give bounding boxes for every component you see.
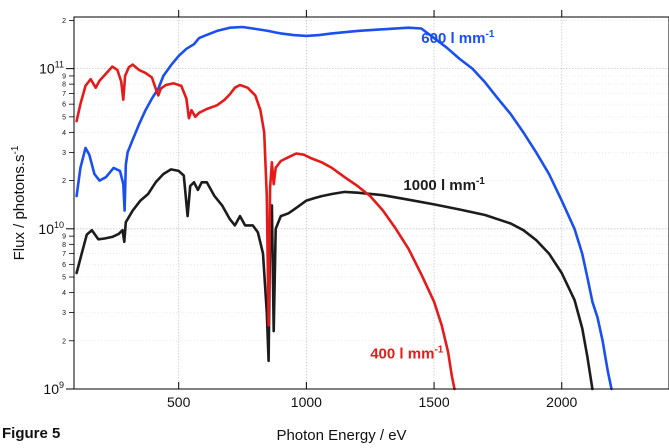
y-minor-tick-label: 2 — [62, 338, 66, 345]
y-minor-tick-label: 9 — [62, 234, 66, 241]
y-tick-exponent: 10 — [54, 220, 64, 230]
y-axis-title: Flux / photons.s-1 — [10, 145, 28, 260]
y-major-tick-label: 1011 — [39, 60, 64, 77]
series-label-superscript: -1 — [434, 345, 443, 356]
y-minor-tick-label: 7 — [62, 91, 66, 98]
series-label-2: 400 l mm-1 — [370, 345, 444, 363]
x-axis-title: Photon Energy / eV — [276, 427, 406, 443]
series-group — [75, 25, 613, 391]
x-tick-label: 1000 — [291, 394, 322, 410]
y-minor-tick-label: 7 — [62, 251, 66, 258]
y-minor-tick-label: 3 — [62, 310, 66, 317]
y-major-tick-label: 109 — [43, 380, 64, 397]
x-tick-label: 500 — [167, 394, 191, 410]
series-label-text: 1000 l mm — [403, 177, 476, 194]
y-minor-tick-label: 5 — [62, 114, 66, 121]
y-major-tick-label: 1010 — [38, 220, 64, 237]
series-line-0 — [75, 25, 613, 391]
series-label-text: 600 l mm — [421, 30, 485, 47]
y-tick-exponent: 9 — [59, 380, 64, 390]
y-minor-tick-label: 3 — [62, 150, 66, 157]
figure-caption: Figure 5 — [2, 425, 61, 442]
y-minor-tick-label: 5 — [62, 275, 66, 282]
y-tick-exponent: 11 — [55, 60, 64, 70]
x-tick-label: 1500 — [418, 394, 449, 410]
y-minor-tick-label: 4 — [62, 290, 66, 297]
y-tick-base: 10 — [43, 381, 59, 397]
x-tick-label: 2000 — [546, 394, 577, 410]
axes: 500 1000 1500 20001092345678910102345678910… — [38, 10, 578, 410]
plot-frame — [73, 16, 669, 390]
series-line-1 — [75, 168, 594, 391]
series-label-superscript: -1 — [476, 176, 485, 187]
y-minor-tick-label: 9 — [62, 73, 66, 80]
series-label-text: 400 l mm — [370, 346, 434, 363]
series-label-superscript: -1 — [486, 29, 495, 40]
y-axis-title-text: Flux / photons.s — [11, 155, 28, 261]
y-minor-tick-label: 2 — [62, 18, 66, 25]
series-line-2 — [75, 63, 456, 391]
y-minor-tick-label: 8 — [62, 82, 66, 89]
y-minor-tick-label: 6 — [62, 262, 66, 269]
y-tick-base: 10 — [38, 221, 54, 237]
y-minor-tick-label: 6 — [62, 102, 66, 109]
series-label-0: 600 l mm-1 — [421, 29, 495, 47]
y-tick-base: 10 — [39, 61, 55, 77]
grid — [74, 17, 669, 390]
y-minor-tick-label: 2 — [62, 178, 66, 185]
y-axis-title-superscript: -1 — [10, 145, 21, 154]
y-minor-tick-label: 8 — [62, 242, 66, 249]
series-label-1: 1000 l mm-1 — [403, 176, 485, 194]
y-minor-tick-label: 4 — [62, 130, 66, 137]
